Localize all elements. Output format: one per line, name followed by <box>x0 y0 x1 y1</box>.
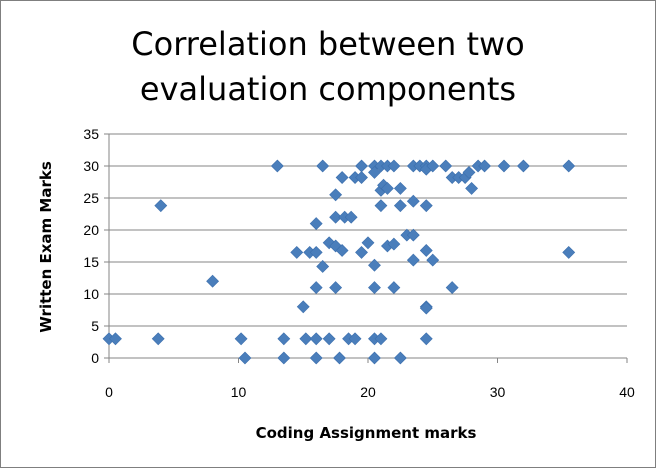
data-point <box>516 159 530 173</box>
data-point <box>393 181 407 195</box>
x-tick-label: 40 <box>619 384 635 400</box>
data-point <box>387 159 401 173</box>
x-tick-labels: 0 10 20 30 40 <box>105 384 635 400</box>
y-tick-label: 10 <box>83 286 99 302</box>
data-point <box>465 181 479 195</box>
data-point <box>154 199 168 213</box>
gridlines <box>109 133 627 327</box>
data-point <box>406 194 420 208</box>
data-point <box>309 217 323 231</box>
data-point <box>368 351 381 365</box>
chart-title-line-2: evaluation components <box>140 70 516 108</box>
data-point <box>316 260 330 273</box>
y-axis-label: Written Exam Marks <box>37 161 55 333</box>
data-point <box>316 159 330 173</box>
data-point <box>368 165 381 179</box>
data-point <box>426 253 440 267</box>
data-point <box>419 199 433 213</box>
data-point <box>109 332 122 346</box>
data-points <box>102 159 576 365</box>
data-point <box>234 332 248 346</box>
data-point <box>374 332 388 346</box>
data-point <box>419 332 433 346</box>
data-point <box>344 210 358 224</box>
data-point <box>393 351 407 365</box>
data-point <box>393 199 407 213</box>
x-tick-label: 0 <box>105 384 113 400</box>
data-point <box>426 159 440 173</box>
y-tick-label: 30 <box>83 158 99 174</box>
data-point <box>238 351 252 365</box>
data-point <box>361 236 375 250</box>
data-point <box>419 244 433 257</box>
data-point <box>355 245 368 259</box>
data-point <box>151 332 165 346</box>
data-point <box>387 281 401 295</box>
data-point <box>355 171 368 184</box>
data-point <box>462 165 476 179</box>
data-point <box>497 159 511 173</box>
data-point <box>277 351 291 365</box>
chart-title: Correlation between two evaluation compo… <box>131 25 524 108</box>
data-point <box>329 210 343 224</box>
chart-title-line-1: Correlation between two <box>131 25 524 63</box>
data-point <box>309 245 323 259</box>
y-tick-label: 15 <box>83 254 99 270</box>
data-point <box>299 332 313 346</box>
y-tick-label: 0 <box>91 350 99 366</box>
x-axis-label: Coding Assignment marks <box>256 424 477 442</box>
data-point <box>335 171 349 184</box>
data-point <box>348 332 362 346</box>
data-point <box>445 281 459 295</box>
data-point <box>309 281 323 295</box>
data-point <box>562 159 576 173</box>
data-point <box>322 332 336 346</box>
data-point <box>329 281 343 295</box>
y-tick-label: 35 <box>83 126 99 142</box>
y-tick-label: 20 <box>83 222 99 238</box>
data-point <box>419 301 433 315</box>
data-point <box>439 159 453 173</box>
data-point <box>333 351 346 365</box>
data-point <box>381 181 394 195</box>
data-point <box>374 199 388 213</box>
x-tick-label: 10 <box>231 384 247 400</box>
data-point <box>270 159 284 173</box>
x-tick-label: 30 <box>490 384 506 400</box>
axes <box>104 133 628 363</box>
data-point <box>368 258 381 272</box>
data-point <box>277 332 291 346</box>
y-tick-labels: 0 5 10 15 20 25 30 35 <box>83 126 99 366</box>
data-point <box>290 245 304 259</box>
data-point <box>562 245 576 259</box>
data-point <box>368 281 381 295</box>
data-point <box>406 228 420 242</box>
data-point <box>335 244 349 257</box>
data-point <box>206 274 220 288</box>
data-point <box>296 300 310 314</box>
y-tick-label: 5 <box>91 318 99 334</box>
x-tick-label: 20 <box>360 384 376 400</box>
data-point <box>329 188 343 202</box>
y-tick-label: 25 <box>83 190 99 206</box>
data-point <box>387 237 401 251</box>
data-point <box>309 332 323 346</box>
data-point <box>478 159 491 173</box>
data-point <box>406 253 420 267</box>
data-point <box>309 351 323 365</box>
data-point <box>355 159 368 173</box>
